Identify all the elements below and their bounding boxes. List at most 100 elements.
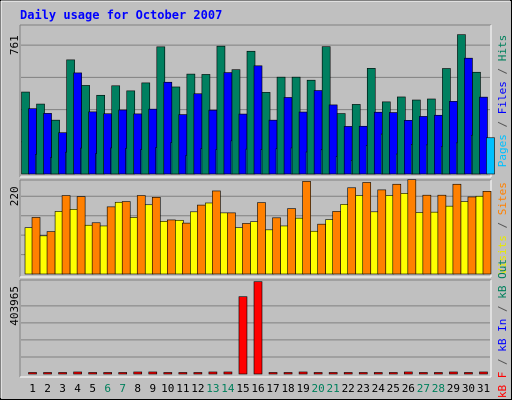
- bar-visits-sites-day-11: [182, 222, 191, 275]
- bar-kbytes-kb-f-day-22: [343, 372, 353, 375]
- legend-entry: kB Out: [496, 259, 509, 299]
- bar-visits-sites-day-2: [46, 231, 56, 275]
- bar-visits-sites-day-25: [392, 183, 402, 275]
- legend-entry: /: [496, 114, 509, 134]
- x-tick-label-day-31: 31: [477, 382, 490, 395]
- bar-hits-files-day-31: [479, 96, 488, 175]
- bar-visits-sites-day-12: [197, 204, 206, 275]
- bar-visits-sites-day-20: [317, 223, 326, 275]
- bar-visits-sites-day-21: [332, 211, 341, 275]
- legend-entry: Pages: [496, 134, 509, 167]
- bar-kbytes-kb-f-day-6: [103, 372, 112, 375]
- bar-kbytes-kb-f-day-3: [58, 372, 67, 375]
- bar-visits-sites-day-28: [437, 194, 447, 275]
- x-tick-label-day-20: 20: [312, 382, 325, 395]
- x-tick-label-day-10: 10: [161, 382, 174, 395]
- bar-visits-sites-day-10: [167, 219, 176, 275]
- panel-visits-y-tick-label: 220: [8, 186, 21, 206]
- legend-entry: Visits: [496, 235, 509, 275]
- x-tick-label-day-14: 14: [221, 382, 235, 395]
- bar-visits-sites-day-30: [467, 196, 477, 275]
- x-tick-label-day-22: 22: [342, 382, 355, 395]
- bar-visits-sites-day-14: [227, 212, 236, 275]
- bar-kbytes-kb-f-day-17: [268, 372, 278, 375]
- bar-kbytes-kb-f-day-16: [253, 281, 263, 375]
- x-tick-label-day-18: 18: [281, 382, 294, 395]
- bar-kbytes-kb-f-day-26: [404, 371, 413, 375]
- legend-entry: /: [496, 352, 509, 372]
- x-tick-label-day-4: 4: [74, 382, 81, 395]
- bar-visits-sites-day-17: [272, 217, 281, 275]
- bar-kbytes-kb-f-day-24: [373, 372, 383, 375]
- x-tick-label-day-25: 25: [387, 382, 400, 395]
- x-tick-label-day-3: 3: [59, 382, 66, 395]
- bar-visits-sites-day-24: [377, 189, 387, 275]
- bar-kbytes-kb-f-day-12: [193, 372, 203, 375]
- panel-hits-y-tick-label: 761: [8, 35, 21, 55]
- bar-visits-sites-day-9: [151, 197, 161, 275]
- bar-visits-sites-day-29: [452, 183, 462, 275]
- bar-kbytes-kb-f-day-10: [163, 372, 173, 375]
- x-axis-day-labels: 1 2 3 4 5 6 7 8 9 10 11 12 13 14 15 16 17 18 19 20 21 22 23 24 2…: [29, 382, 490, 395]
- legend-entry: kB F: [496, 372, 509, 399]
- x-tick-label-day-2: 2: [44, 382, 51, 395]
- legend-entry: /: [496, 299, 509, 319]
- bar-visits-sites-day-1: [31, 217, 41, 275]
- x-tick-label-day-27: 27: [417, 382, 430, 395]
- bar-hits-pages-day-31: [486, 137, 495, 175]
- bar-visits-sites-day-15: [242, 223, 251, 275]
- bar-kbytes-kb-f-day-14: [223, 371, 233, 375]
- bar-kbytes-kb-f-day-9: [148, 371, 158, 375]
- bar-kbytes-kb-f-day-25: [388, 372, 398, 375]
- x-tick-label-day-26: 26: [402, 382, 415, 395]
- bar-kbytes-kb-f-day-29: [449, 371, 458, 375]
- bar-kbytes-kb-f-day-1: [28, 372, 37, 375]
- x-tick-label-day-11: 11: [176, 382, 189, 395]
- x-tick-label-day-23: 23: [357, 382, 370, 395]
- panel-hits-legend: Pages / Files / Hits: [496, 35, 509, 168]
- bar-visits-sites-day-3: [61, 195, 71, 275]
- x-tick-label-day-28: 28: [432, 382, 445, 395]
- chart-title: Daily usage for October 2007: [20, 8, 222, 22]
- bar-kbytes-kb-f-day-19: [298, 371, 308, 375]
- x-tick-label-day-17: 17: [266, 382, 279, 395]
- bar-kbytes-kb-f-day-2: [43, 372, 52, 375]
- bar-kbytes-kb-f-day-4: [73, 371, 82, 375]
- bar-kbytes-kb-f-day-30: [464, 372, 473, 375]
- panel-kbytes: 403965 kB F / kB In / kB Out: [8, 259, 509, 398]
- x-tick-label-day-1: 1: [29, 382, 36, 395]
- x-tick-label-day-21: 21: [327, 382, 340, 395]
- bar-visits-sites-day-31: [482, 191, 492, 275]
- bar-kbytes-kb-f-day-20: [313, 372, 323, 375]
- bar-kbytes-kb-f-day-15: [238, 296, 248, 375]
- bar-kbytes-kb-f-day-8: [133, 371, 143, 375]
- x-tick-label-day-15: 15: [236, 382, 249, 395]
- bar-visits-sites-day-5: [91, 222, 101, 275]
- bar-visits-sites-day-7: [121, 201, 131, 275]
- x-tick-label-day-12: 12: [191, 382, 204, 395]
- bar-visits-sites-day-8: [136, 195, 146, 275]
- x-tick-label-day-30: 30: [462, 382, 475, 395]
- panel-kbytes-y-tick-label: 403965: [8, 286, 21, 326]
- bar-visits-sites-day-23: [362, 182, 372, 275]
- x-tick-label-day-9: 9: [149, 382, 156, 395]
- bar-kbytes-kb-f-day-11: [178, 372, 188, 375]
- x-tick-label-day-13: 13: [206, 382, 219, 395]
- x-tick-label-day-7: 7: [119, 382, 126, 395]
- legend-entry: /: [496, 215, 509, 235]
- x-tick-label-day-8: 8: [134, 382, 141, 395]
- bar-kbytes-kb-f-day-18: [283, 372, 293, 375]
- panel-visits: 220 Visits / Sites: [8, 179, 509, 278]
- x-tick-label-day-6: 6: [104, 382, 111, 395]
- bar-visits-sites-day-22: [347, 187, 356, 275]
- x-tick-label-day-24: 24: [372, 382, 386, 395]
- bar-visits-sites-day-13: [212, 190, 221, 275]
- legend-entry: Hits: [496, 35, 509, 62]
- bar-kbytes-kb-f-day-23: [358, 372, 368, 375]
- x-tick-label-day-29: 29: [447, 382, 460, 395]
- panel-kbytes-legend: kB F / kB In / kB Out: [496, 259, 509, 398]
- x-tick-label-day-19: 19: [296, 382, 309, 395]
- bar-visits-sites-day-19: [302, 181, 311, 275]
